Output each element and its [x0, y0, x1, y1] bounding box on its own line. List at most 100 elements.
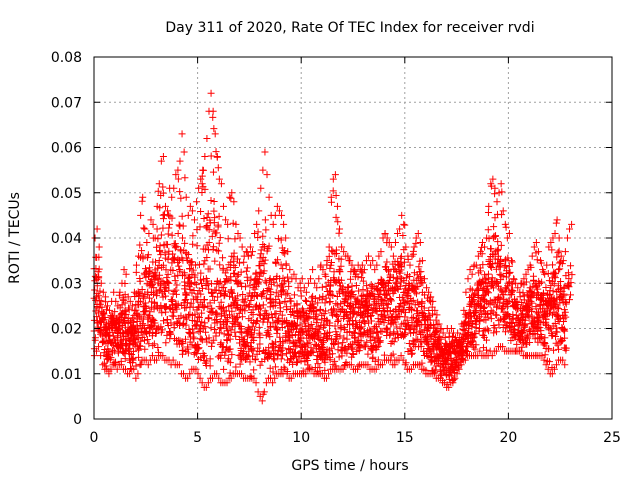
data-point	[264, 327, 272, 335]
data-point	[560, 306, 568, 314]
data-point	[265, 276, 273, 284]
x-tick-label: 25	[603, 430, 621, 446]
data-point	[214, 164, 222, 172]
data-point	[519, 289, 527, 297]
data-point	[214, 223, 222, 231]
data-point	[121, 355, 129, 363]
data-point	[308, 365, 316, 373]
data-point	[212, 315, 220, 323]
data-point	[310, 314, 318, 322]
data-point	[215, 279, 223, 287]
data-point	[210, 296, 218, 304]
data-point	[112, 359, 120, 367]
data-point	[271, 374, 279, 382]
data-point	[224, 220, 232, 228]
data-point	[479, 239, 486, 247]
data-point	[312, 319, 320, 327]
data-point	[552, 219, 560, 227]
data-point	[354, 362, 362, 370]
data-point	[343, 311, 351, 319]
data-point	[444, 356, 452, 364]
data-point	[240, 298, 248, 306]
data-point	[499, 291, 507, 299]
data-point	[415, 316, 423, 324]
data-point	[156, 271, 164, 279]
data-point	[348, 305, 356, 313]
data-point	[337, 300, 345, 308]
data-point	[332, 213, 340, 221]
data-point	[199, 353, 207, 361]
data-point	[234, 229, 242, 237]
data-point	[161, 284, 169, 292]
data-point	[252, 269, 260, 277]
data-point	[488, 263, 496, 271]
data-point	[174, 229, 182, 237]
data-point	[516, 293, 524, 301]
data-point	[471, 308, 479, 316]
data-point	[261, 148, 269, 156]
data-point	[266, 303, 274, 311]
data-point	[491, 233, 499, 241]
data-point	[96, 287, 104, 295]
data-point	[244, 323, 252, 331]
data-point	[386, 330, 394, 338]
data-point	[262, 294, 270, 302]
data-point	[137, 211, 145, 219]
data-point	[527, 263, 535, 271]
data-point	[538, 333, 546, 341]
data-point	[289, 360, 297, 368]
data-point	[230, 198, 238, 206]
data-point	[230, 253, 238, 261]
data-point	[562, 313, 570, 321]
data-point	[283, 306, 291, 314]
data-point	[199, 166, 207, 174]
data-point	[202, 275, 210, 283]
data-point	[200, 303, 208, 311]
data-point	[247, 297, 255, 305]
data-point	[210, 243, 218, 251]
data-point	[245, 302, 253, 310]
data-point	[397, 266, 405, 274]
data-point	[132, 362, 140, 370]
data-point	[198, 318, 206, 326]
data-point	[290, 291, 298, 299]
data-point	[481, 271, 489, 279]
data-point	[235, 309, 243, 317]
data-point	[369, 257, 377, 265]
data-point	[350, 310, 358, 318]
data-point	[529, 272, 537, 280]
data-point	[309, 266, 317, 274]
data-point	[332, 311, 340, 319]
data-point	[553, 216, 561, 224]
data-point	[215, 175, 223, 183]
data-point	[334, 316, 342, 324]
data-point	[371, 357, 379, 365]
data-point	[418, 257, 426, 265]
data-point	[142, 328, 150, 336]
data-point	[397, 252, 405, 260]
data-point	[564, 269, 572, 277]
data-point	[319, 292, 327, 300]
data-point	[216, 234, 224, 242]
data-point	[296, 279, 304, 287]
data-point	[538, 352, 546, 360]
data-point	[471, 345, 479, 353]
data-point	[203, 357, 211, 365]
data-point	[249, 248, 257, 256]
data-point	[429, 297, 437, 305]
data-point	[337, 255, 345, 263]
data-point	[124, 293, 132, 301]
data-point	[319, 344, 327, 352]
data-point	[207, 324, 215, 332]
data-point	[251, 355, 259, 363]
data-point	[206, 355, 214, 363]
data-point	[508, 315, 516, 323]
data-point	[254, 317, 262, 325]
data-point	[196, 374, 204, 382]
data-point	[385, 239, 393, 247]
data-point	[273, 352, 281, 360]
data-point	[346, 292, 354, 300]
data-point	[171, 277, 179, 285]
data-point	[210, 219, 218, 227]
data-point	[293, 300, 301, 308]
